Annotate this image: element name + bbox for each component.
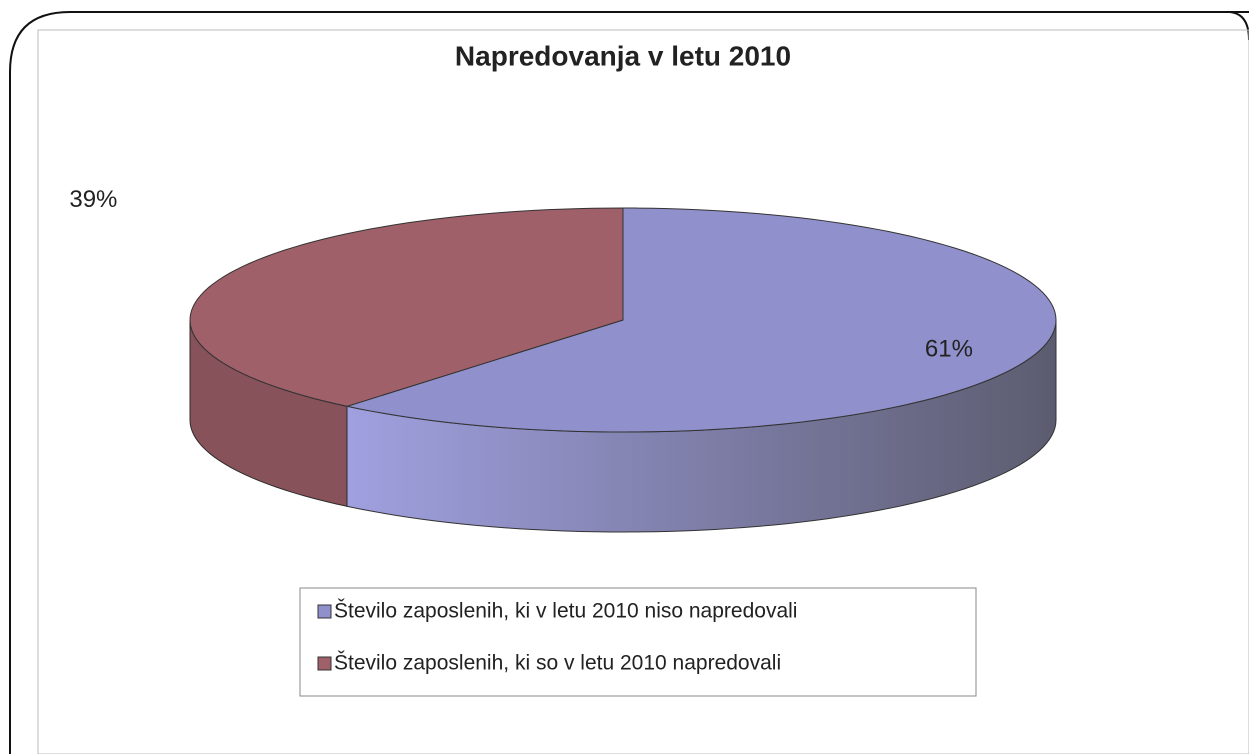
frame	[9, 11, 1249, 754]
legend-label: Število zaposlenih, ki v letu 2010 niso …	[334, 600, 797, 623]
chart-title: Napredovanja v letu 2010	[455, 40, 791, 71]
legend-swatch	[317, 604, 332, 619]
frame-corner	[1229, 11, 1249, 41]
legend-label: Število zaposlenih, ki so v letu 2010 na…	[334, 652, 781, 675]
plot-area	[37, 29, 1249, 754]
data-label: 61%	[925, 336, 973, 363]
slice	[189, 207, 624, 407]
slice	[345, 207, 1057, 433]
legend	[299, 587, 977, 697]
legend-swatch	[317, 656, 332, 671]
data-label: 39%	[69, 186, 117, 213]
